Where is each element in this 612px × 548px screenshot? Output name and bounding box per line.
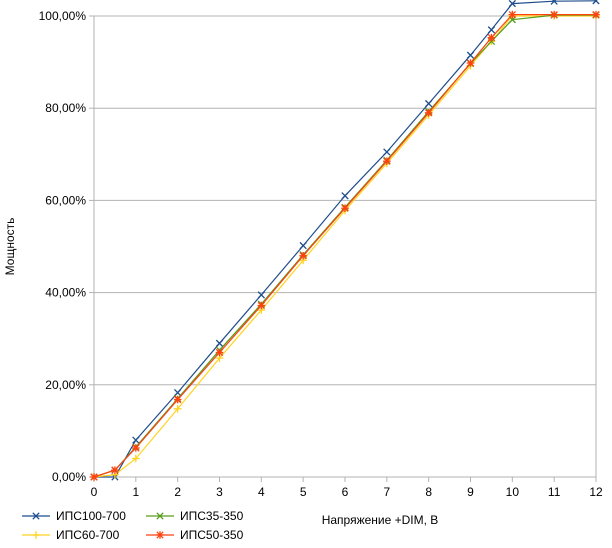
y-tick-label: 40,00% xyxy=(45,286,86,300)
x-tick-label: 9 xyxy=(467,485,474,499)
data-point xyxy=(299,251,307,260)
legend-marker xyxy=(156,512,164,520)
data-point xyxy=(132,454,140,463)
data-point xyxy=(132,436,140,444)
series-ИПС100-700 xyxy=(90,0,600,481)
data-point xyxy=(90,473,98,481)
x-axis-title: Напряжение +DIM, В xyxy=(322,513,439,527)
series-line xyxy=(94,0,597,478)
data-point xyxy=(508,10,517,19)
legend: ИПС100-700 ИПС60-700 ИПС35-350 ИПС50-350 xyxy=(22,509,244,542)
data-point xyxy=(173,395,182,404)
x-tick-label: 8 xyxy=(425,485,432,499)
data-point xyxy=(487,33,496,42)
legend-label: ИПС60-700 xyxy=(56,528,120,542)
data-point xyxy=(111,466,119,474)
series-line xyxy=(93,14,596,478)
legend-label: ИПС100-700 xyxy=(56,509,126,523)
data-point xyxy=(215,348,224,357)
y-tick-label: 0,00% xyxy=(52,470,86,484)
data-point xyxy=(132,444,140,452)
data-point xyxy=(592,0,600,5)
data-point xyxy=(257,291,265,299)
x-tick-label: 1 xyxy=(132,485,139,499)
data-point xyxy=(173,404,182,413)
data-point xyxy=(174,388,182,397)
data-point xyxy=(424,109,433,117)
x-axis-ticks: 0 1 2 3 4 5 6 7 8 9 10 11 12 xyxy=(91,477,603,499)
legend-label: ИПС50-350 xyxy=(180,528,244,542)
y-tick-label: 60,00% xyxy=(45,193,86,207)
legend-item: ИПС100-700 xyxy=(22,509,126,523)
data-point xyxy=(487,26,496,34)
data-point xyxy=(508,0,516,8)
y-axis-title: Мощность xyxy=(3,218,17,276)
legend-marker xyxy=(32,531,40,539)
data-point xyxy=(341,204,349,213)
series-layer xyxy=(90,0,600,481)
data-point xyxy=(550,10,558,19)
x-tick-label: 6 xyxy=(342,485,349,499)
x-tick-label: 5 xyxy=(300,485,307,499)
data-point xyxy=(383,157,391,166)
data-point xyxy=(550,0,558,5)
legend-item: ИПС50-350 xyxy=(146,528,244,542)
x-tick-label: 4 xyxy=(258,485,265,499)
legend-item: ИПС35-350 xyxy=(146,509,244,523)
data-point xyxy=(341,192,349,200)
x-tick-label: 2 xyxy=(174,485,181,499)
y-axis-ticks: 0,00% 20,00% 40,00% 60,00% 80,00% 100,00% xyxy=(39,9,94,484)
y-tick-label: 100,00% xyxy=(39,9,87,23)
data-point xyxy=(299,241,307,250)
x-tick-label: 0 xyxy=(91,485,98,499)
y-tick-label: 80,00% xyxy=(45,101,86,115)
x-tick-label: 10 xyxy=(506,485,520,499)
data-point xyxy=(592,10,600,19)
x-tick-label: 7 xyxy=(383,485,390,499)
data-point xyxy=(425,99,433,108)
data-point xyxy=(383,148,391,156)
x-tick-label: 11 xyxy=(548,485,561,499)
legend-label: ИПС35-350 xyxy=(180,509,244,523)
data-point xyxy=(466,59,475,67)
legend-marker xyxy=(156,531,164,539)
data-point xyxy=(215,339,224,347)
x-tick-label: 3 xyxy=(216,485,223,499)
y-tick-label: 20,00% xyxy=(45,378,86,392)
legend-item: ИПС60-700 xyxy=(22,528,120,542)
series-ИПС50-350 xyxy=(90,10,600,481)
data-point xyxy=(257,301,266,310)
series-ИПС35-350 xyxy=(90,11,600,481)
legend-marker xyxy=(32,512,40,520)
x-tick-label: 12 xyxy=(589,485,603,499)
data-point xyxy=(466,51,475,59)
